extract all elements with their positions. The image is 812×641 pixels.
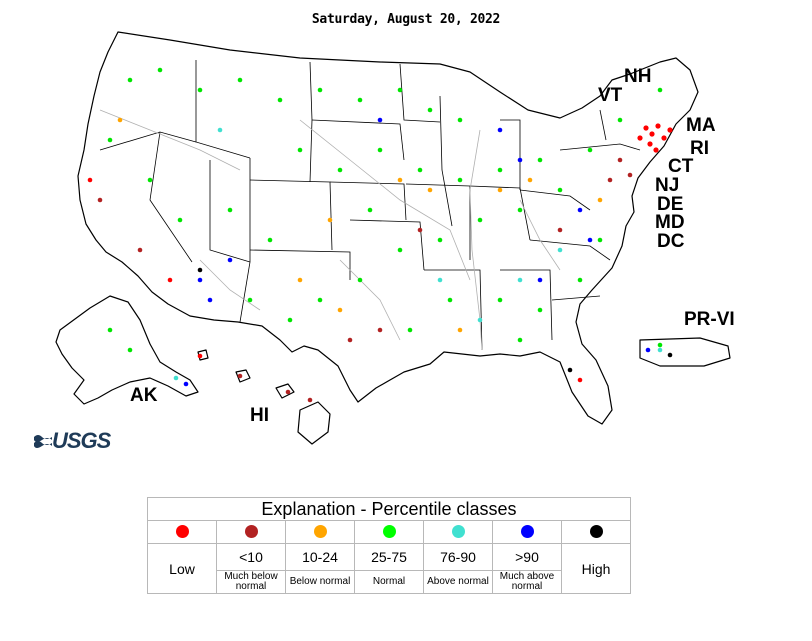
legend-range-much-above: >90 bbox=[492, 543, 562, 571]
legend-desc-above: Above normal bbox=[423, 570, 493, 594]
percentile-legend: Explanation - Percentile classes Low <10… bbox=[147, 497, 631, 594]
above-dots bbox=[173, 127, 663, 381]
legend-swatch-normal bbox=[354, 520, 424, 544]
usgs-wave-icon bbox=[34, 435, 52, 448]
state-label-nh: NH bbox=[624, 66, 652, 87]
legend-swatch-much-below bbox=[216, 520, 286, 544]
legend-range-normal: 25-75 bbox=[354, 543, 424, 571]
legend-desc-much-above: Much above normal bbox=[492, 570, 562, 594]
legend-range-above: 76-90 bbox=[423, 543, 493, 571]
state-borders bbox=[99, 60, 641, 351]
state-label-vt: VT bbox=[598, 85, 623, 106]
hawaii-maui bbox=[275, 383, 295, 399]
map-land bbox=[55, 31, 731, 445]
legend-label-high: High bbox=[561, 543, 631, 594]
state-label-ri: RI bbox=[690, 138, 709, 159]
legend-title: Explanation - Percentile classes bbox=[147, 497, 631, 521]
legend-desc-below: Below normal bbox=[285, 570, 355, 594]
streamgage-dots bbox=[87, 67, 673, 403]
high-dots bbox=[197, 267, 673, 373]
usgs-logo-text: USGS bbox=[52, 428, 111, 453]
alaska-outline bbox=[55, 295, 199, 405]
hawaii-oahu bbox=[235, 369, 251, 383]
legend-dot-normal bbox=[382, 525, 396, 539]
state-label-hi: HI bbox=[250, 405, 269, 426]
legend-swatch-above bbox=[423, 520, 493, 544]
state-label-dc: DC bbox=[657, 231, 685, 252]
legend-desc-normal: Normal bbox=[354, 570, 424, 594]
legend-range-much-below: <10 bbox=[216, 543, 286, 571]
legend-dot-above bbox=[451, 525, 465, 539]
legend-dot-much-below bbox=[244, 525, 258, 539]
legend-swatch-below bbox=[285, 520, 355, 544]
much-below-dots bbox=[97, 157, 633, 403]
legend-dot-high bbox=[589, 525, 603, 539]
state-label-md: MD bbox=[655, 212, 685, 233]
state-label-ct: CT bbox=[668, 156, 694, 177]
legend-dot-much-above bbox=[520, 525, 534, 539]
legend-dot-low bbox=[175, 525, 189, 539]
state-label-nj: NJ bbox=[655, 175, 680, 196]
rivers bbox=[99, 109, 561, 351]
hawaii-big-island bbox=[297, 401, 331, 445]
state-label-prvi: PR-VI bbox=[684, 309, 735, 330]
normal-dots bbox=[107, 67, 663, 353]
conus-outline bbox=[77, 31, 699, 425]
state-label-ma: MA bbox=[686, 115, 716, 136]
below-dots bbox=[117, 117, 603, 333]
legend-dot-below bbox=[313, 525, 327, 539]
legend-label-low: Low bbox=[147, 543, 217, 594]
puerto-rico-outline bbox=[639, 337, 731, 367]
much-above-dots bbox=[183, 117, 651, 387]
legend-swatch-high bbox=[561, 520, 631, 544]
legend-swatch-much-above bbox=[492, 520, 562, 544]
legend-swatch-low bbox=[147, 520, 217, 544]
low-dots bbox=[87, 123, 673, 383]
legend-desc-much-below: Much below normal bbox=[216, 570, 286, 594]
state-label-ak: AK bbox=[130, 385, 158, 406]
legend-range-below: 10-24 bbox=[285, 543, 355, 571]
state-label-de: DE bbox=[657, 194, 684, 215]
map-date-title: Saturday, August 20, 2022 bbox=[311, 12, 501, 27]
